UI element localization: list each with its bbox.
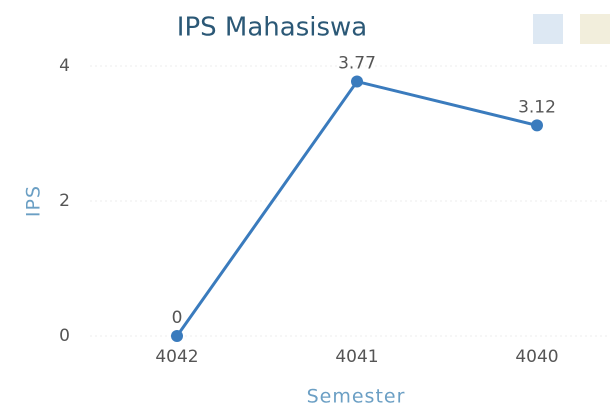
x-axis-title: Semester <box>307 386 406 408</box>
point <box>171 330 183 342</box>
y-tick-label: 2 <box>59 191 70 211</box>
x-tick-label: 4041 <box>335 347 378 367</box>
point <box>531 119 543 132</box>
y-tick-label: 0 <box>59 326 70 346</box>
y-axis-title: IPS <box>23 185 45 217</box>
x-tick-label: 4042 <box>155 347 198 367</box>
data-label: 3.12 <box>518 97 556 117</box>
chart-title: IPS Mahasiswa <box>177 13 367 43</box>
data-label: 0 <box>172 308 183 328</box>
icon[interactable] <box>580 14 610 44</box>
point <box>351 75 363 88</box>
line <box>175 79 538 337</box>
icon[interactable] <box>533 14 563 44</box>
y-tick-label: 4 <box>59 56 70 76</box>
data-label: 3.77 <box>338 54 376 74</box>
x-tick-label: 4040 <box>515 347 558 367</box>
